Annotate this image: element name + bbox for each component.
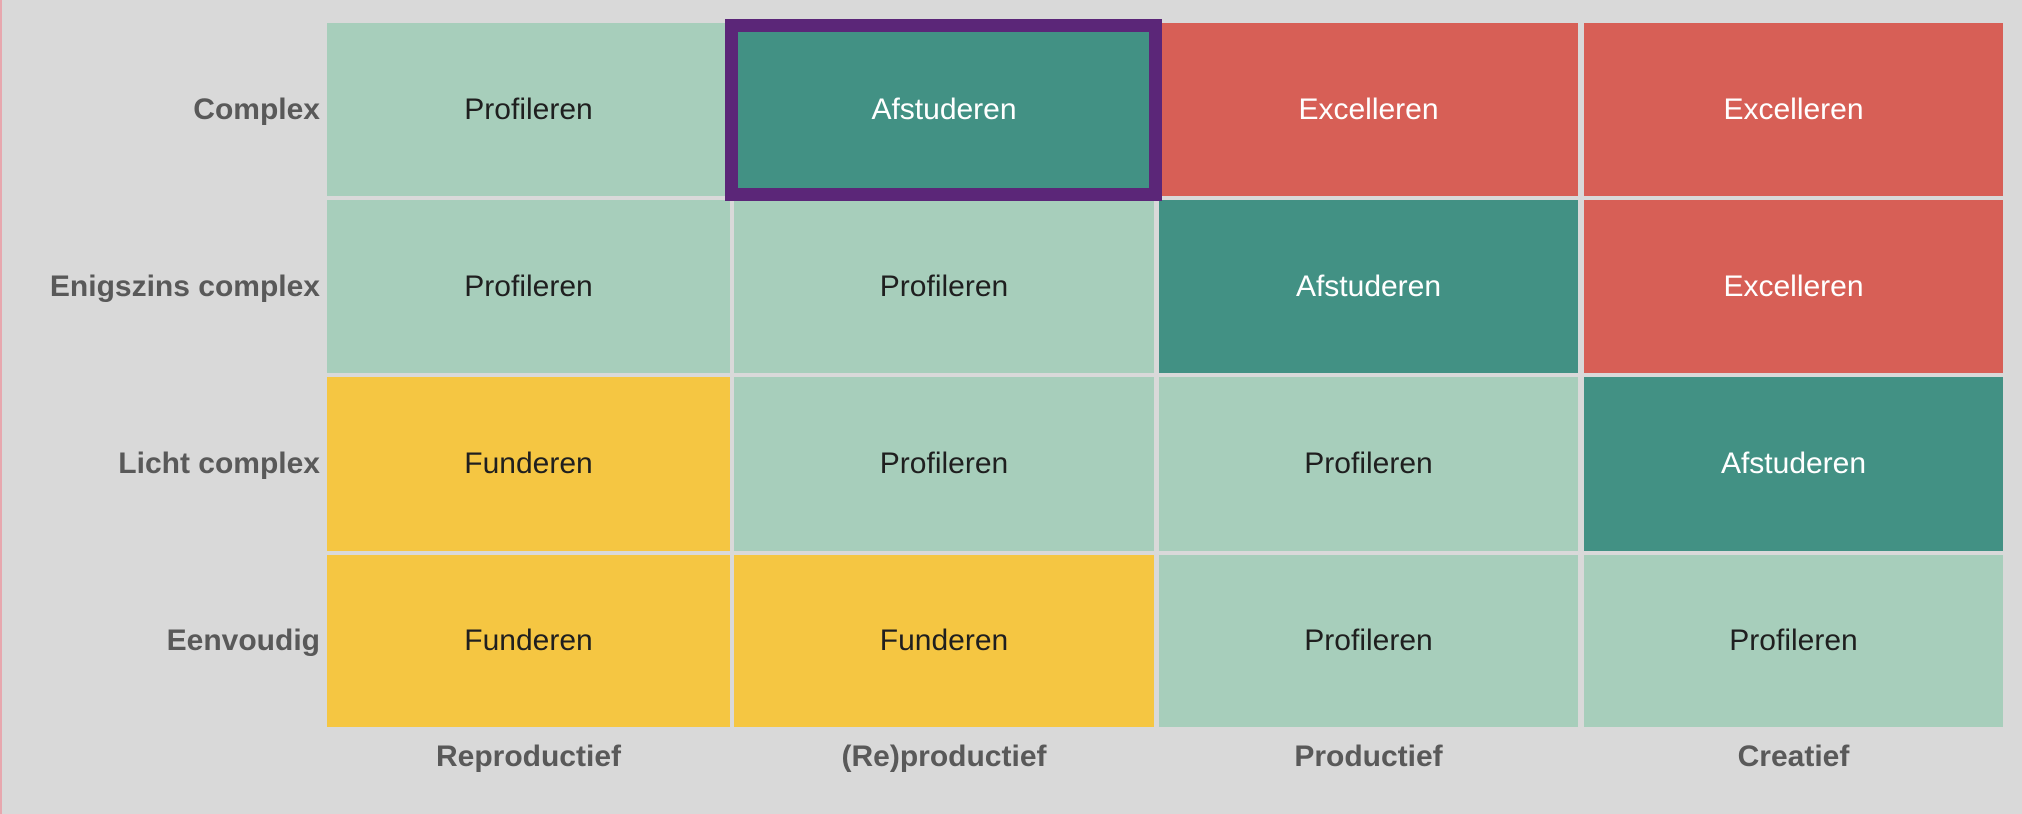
column-label: Creatief bbox=[1737, 740, 1850, 773]
cell-label: Profileren bbox=[1729, 624, 1858, 657]
matrix-cell: Profileren bbox=[1159, 555, 1578, 727]
matrix-cell: Funderen bbox=[734, 555, 1154, 727]
cell-label: Afstuderen bbox=[871, 92, 1017, 126]
row-label: Licht complex bbox=[118, 447, 320, 480]
matrix-cell: Excelleren bbox=[1159, 23, 1578, 196]
matrix-cell: Afstuderen bbox=[1159, 200, 1578, 373]
cell-label: Excelleren bbox=[1723, 92, 1864, 126]
row-label: Complex bbox=[193, 92, 320, 126]
matrix-cell: Profileren bbox=[734, 200, 1154, 373]
matrix-cell: Excelleren bbox=[1584, 200, 2003, 373]
cell-label: Excelleren bbox=[1723, 269, 1864, 303]
matrix-cell: Funderen bbox=[327, 555, 730, 727]
row-label: Eenvoudig bbox=[166, 624, 320, 657]
cell-label: Funderen bbox=[464, 624, 593, 657]
matrix-cell: Profileren bbox=[1159, 377, 1578, 551]
cell-label: Profileren bbox=[464, 92, 593, 126]
cell-label: Afstuderen bbox=[1720, 447, 1867, 480]
cell-label: Profileren bbox=[464, 269, 593, 303]
cell-label: Profileren bbox=[1304, 624, 1433, 657]
matrix-cell: Afstuderen bbox=[1584, 377, 2003, 551]
matrix-cell: Profileren bbox=[327, 200, 730, 373]
cell-label: Afstuderen bbox=[1295, 269, 1442, 303]
cell-label: Excelleren bbox=[1298, 92, 1439, 126]
column-label: Reproductief bbox=[435, 740, 621, 773]
cell-label: Profileren bbox=[1304, 447, 1433, 480]
row-label: Enigszins complex bbox=[49, 269, 320, 303]
cell-label: Profileren bbox=[879, 269, 1009, 303]
cell-label: Profileren bbox=[879, 447, 1009, 480]
column-label: (Re)productief bbox=[841, 740, 1047, 773]
cell-label: Funderen bbox=[464, 447, 593, 480]
matrix-cell: Afstuderen bbox=[734, 23, 1154, 196]
matrix-cell: Profileren bbox=[327, 23, 730, 196]
matrix-cell: Excelleren bbox=[1584, 23, 2003, 196]
cell-label: Funderen bbox=[879, 624, 1009, 657]
matrix-cell: Funderen bbox=[327, 377, 730, 551]
column-label: Productief bbox=[1294, 740, 1443, 773]
matrix-cell: Profileren bbox=[734, 377, 1154, 551]
matrix-cell: Profileren bbox=[1584, 555, 2003, 727]
